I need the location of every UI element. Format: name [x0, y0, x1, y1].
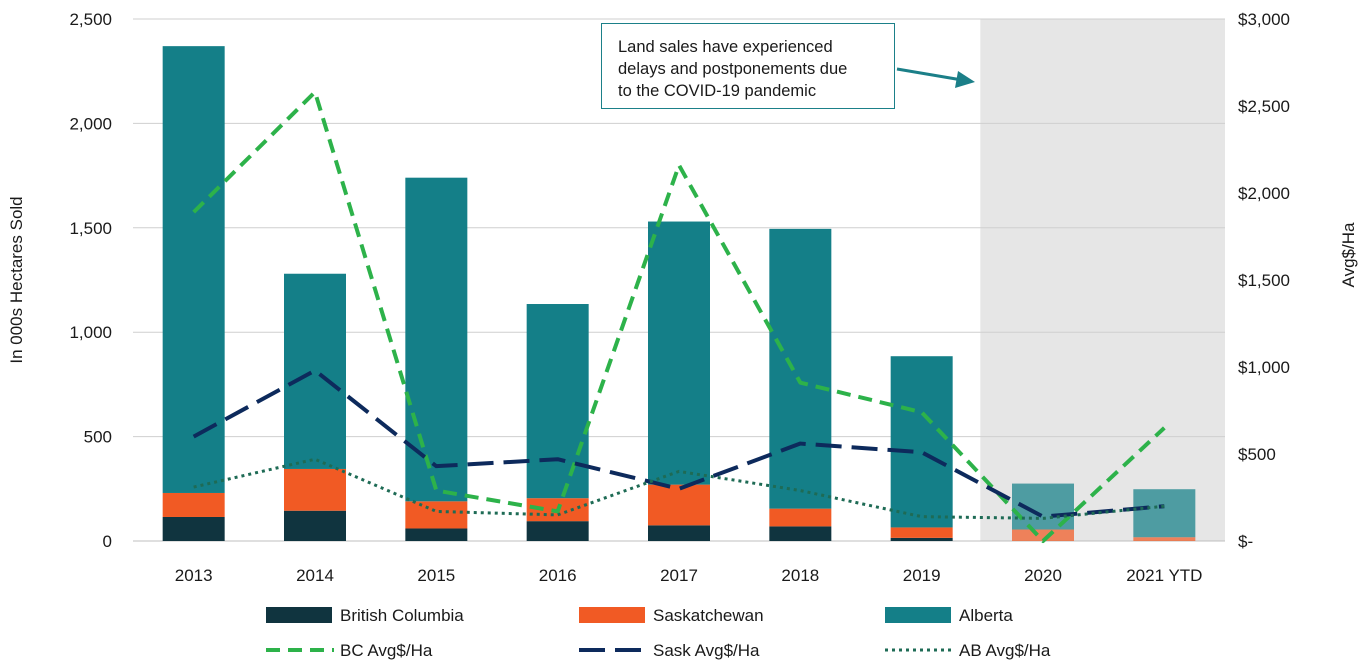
legend-label: British Columbia — [340, 606, 464, 625]
y2-tick-label: $2,500 — [1238, 97, 1290, 116]
bar-british-columbia — [162, 516, 225, 541]
legend-swatch — [885, 607, 951, 623]
bar-alberta — [162, 46, 225, 493]
y2-tick-label: $3,000 — [1238, 10, 1290, 29]
legend-swatch — [579, 607, 645, 623]
bar-alberta — [648, 221, 710, 485]
line-bc-avg-ha — [192, 90, 1166, 543]
bar-british-columbia — [526, 521, 589, 541]
y2-tick-label: $500 — [1238, 445, 1276, 464]
x-tick-label: 2016 — [539, 566, 577, 585]
y-tick-label: 0 — [103, 532, 112, 551]
y-tick-label: 2,000 — [69, 114, 112, 133]
y2-tick-label: $1,500 — [1238, 271, 1290, 290]
legend-label: BC Avg$/Ha — [340, 641, 433, 660]
bar-alberta — [284, 273, 346, 469]
y2-axis-title: Avg$/Ha — [1339, 222, 1358, 287]
bar-saskatchewan — [769, 508, 832, 527]
y-tick-label: 500 — [84, 428, 112, 447]
x-tick-label: 2017 — [660, 566, 698, 585]
legend-label: Sask Avg$/Ha — [653, 641, 760, 660]
annotation-line: Land sales have experienced — [618, 38, 833, 56]
x-tick-label: 2013 — [175, 566, 213, 585]
annotation-line: to the COVID-19 pandemic — [618, 82, 817, 100]
x-tick-label: 2020 — [1024, 566, 1062, 585]
legend-label: AB Avg$/Ha — [959, 641, 1051, 660]
x-tick-label: 2015 — [417, 566, 455, 585]
bar-british-columbia — [284, 510, 346, 541]
x-tick-label: 2018 — [781, 566, 819, 585]
x-tick-label: 2021 YTD — [1126, 566, 1202, 585]
legend-swatch — [266, 607, 332, 623]
y-axis-title: In 000s Hectares Sold — [7, 196, 26, 363]
y2-tick-label: $1,000 — [1238, 358, 1290, 377]
bar-british-columbia — [890, 537, 953, 541]
bar-saskatchewan — [162, 492, 225, 517]
y-tick-label: 2,500 — [69, 10, 112, 29]
covid-shaded-region — [980, 19, 1225, 541]
bar-saskatchewan — [648, 484, 710, 526]
x-tick-label: 2019 — [903, 566, 941, 585]
bar-saskatchewan — [405, 501, 468, 529]
x-tick-label: 2014 — [296, 566, 334, 585]
line-sask-avg-ha — [192, 368, 1165, 519]
y-tick-label: 1,500 — [69, 219, 112, 238]
bar-alberta — [405, 177, 468, 502]
legend-label: Saskatchewan — [653, 606, 764, 625]
bar-saskatchewan — [1133, 537, 1196, 541]
bar-alberta — [890, 356, 953, 528]
annotation-line: delays and postponements due — [618, 60, 848, 78]
bar-saskatchewan — [890, 527, 953, 538]
bar-alberta — [769, 228, 832, 509]
bar-alberta — [526, 304, 589, 499]
bar-british-columbia — [648, 525, 710, 541]
legend-label: Alberta — [959, 606, 1013, 625]
y2-tick-label: $2,000 — [1238, 184, 1290, 203]
bar-alberta — [1133, 489, 1196, 538]
bar-saskatchewan — [284, 468, 346, 511]
annotation-arrow-shaft — [896, 67, 963, 82]
covid-annotation-box: Land sales have experienced delays and p… — [601, 23, 895, 109]
bar-british-columbia — [405, 528, 468, 541]
annotation-arrowhead — [955, 71, 975, 88]
bar-saskatchewan — [1012, 529, 1074, 541]
bar-british-columbia — [769, 526, 832, 541]
line-ab-avg-ha — [193, 457, 1165, 520]
y-tick-label: 1,000 — [69, 323, 112, 342]
y2-tick-label: $- — [1238, 532, 1253, 551]
